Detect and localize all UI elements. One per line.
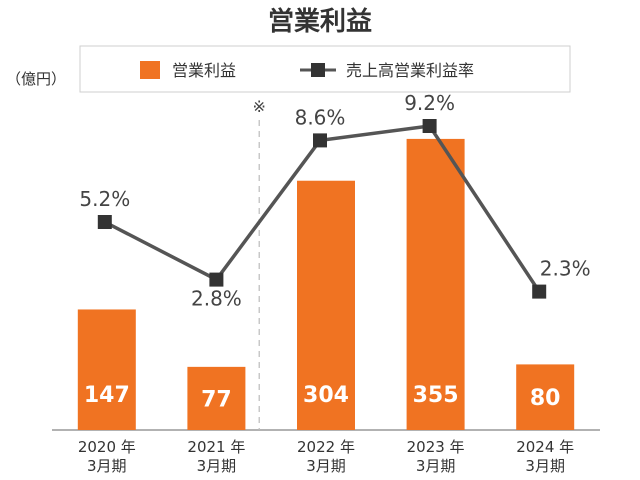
category-label-3-period: 3月期 — [306, 457, 346, 475]
bar-5 — [516, 364, 575, 430]
bar-value-label-5: 80 — [530, 386, 561, 411]
category-label-5-year: 2024 年 — [516, 438, 574, 456]
category-label-5-period: 3月期 — [525, 457, 565, 475]
bar-value-label-4: 355 — [413, 383, 459, 408]
legend-bar-label: 営業利益 — [172, 61, 236, 80]
note-mark: ※ — [252, 97, 265, 116]
chart-title: 営業利益 — [268, 7, 372, 37]
category-label-2-period: 3月期 — [197, 457, 237, 475]
bar-value-label-1: 147 — [84, 383, 130, 408]
unit-label: （億円） — [6, 70, 66, 88]
bar-1 — [77, 309, 136, 430]
bar-value-label-3: 304 — [303, 383, 349, 408]
legend: 営業利益 売上高営業利益率 — [79, 45, 571, 93]
margin-value-label-4: 9.2% — [404, 91, 455, 115]
category-label-3-year: 2022 年 — [297, 438, 355, 456]
category-label-2-year: 2021 年 — [187, 438, 245, 456]
margin-value-label-5: 2.3% — [540, 257, 591, 281]
margin-value-label-3: 8.6% — [295, 105, 346, 129]
legend-bar-swatch — [140, 61, 160, 79]
category-label-4-period: 3月期 — [416, 457, 456, 475]
legend-line-marker — [311, 63, 325, 77]
margin-marker-4 — [422, 119, 437, 133]
bar-2 — [187, 366, 246, 430]
bar-4 — [406, 138, 465, 430]
bar-value-label-2: 77 — [201, 387, 232, 412]
margin-marker-3 — [313, 133, 327, 148]
legend-line-label: 売上高営業利益率 — [346, 61, 474, 80]
bar-3 — [297, 180, 355, 430]
margin-marker-5 — [532, 284, 547, 299]
margin-marker-2 — [209, 272, 224, 287]
margin-value-label-1: 5.2% — [79, 187, 130, 211]
category-label-1-year: 2020 年 — [78, 438, 136, 456]
category-label-1-period: 3月期 — [87, 457, 127, 475]
category-label-4-year: 2023 年 — [407, 438, 465, 456]
plot-area: ※ 147 77 304 355 80 5.2% 2.8% 8.6% 9.2% 2.3% 2020 年… — [52, 91, 600, 475]
margin-value-label-2: 2.8% — [191, 287, 242, 311]
margin-marker-1 — [97, 215, 112, 229]
